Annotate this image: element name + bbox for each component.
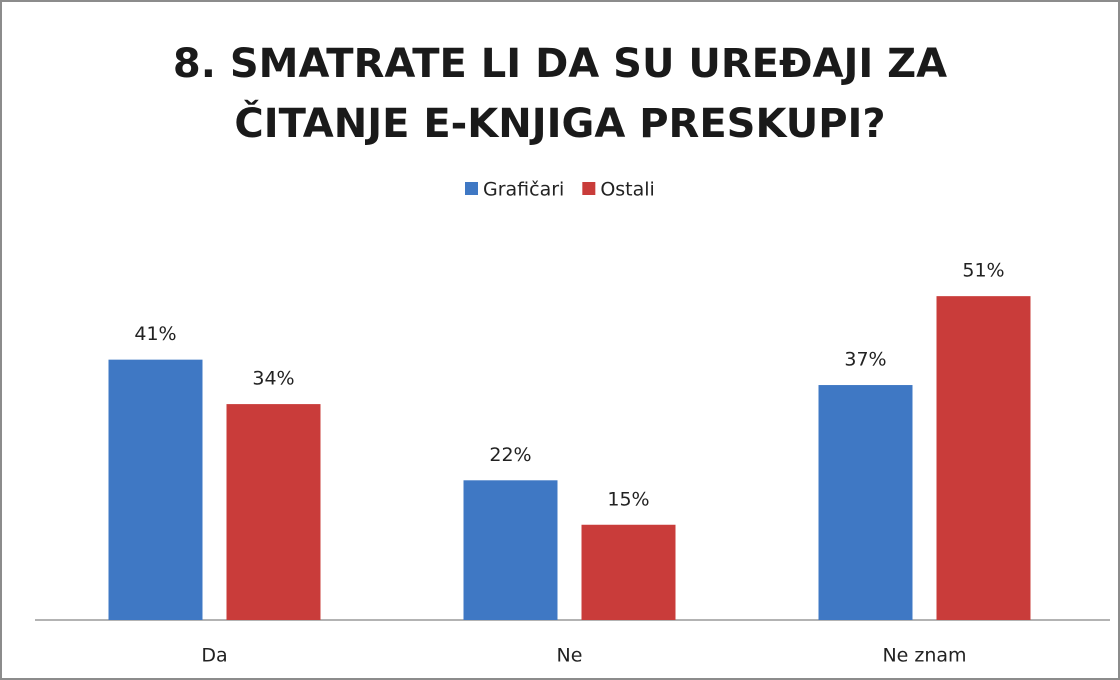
bar — [108, 359, 203, 620]
x-tick-label: Ne znam — [882, 645, 966, 667]
x-tick-label: Da — [201, 645, 227, 667]
legend-label: Ostali — [600, 179, 655, 201]
legend-swatch — [582, 182, 596, 195]
data-label: 37% — [844, 349, 886, 371]
chart-title: 8. SMATRATE LI DA SU UREĐAJI ZA ČITANJE … — [172, 41, 948, 147]
bar — [226, 404, 321, 620]
data-label: 34% — [252, 368, 294, 390]
bar — [936, 296, 1031, 620]
legend-label: Grafičari — [483, 179, 564, 201]
bar — [818, 385, 913, 620]
bar — [463, 480, 558, 620]
data-label: 15% — [607, 488, 649, 510]
x-tick-label: Ne — [557, 645, 583, 667]
bar — [581, 524, 676, 620]
data-label: 51% — [962, 260, 1004, 282]
data-label: 41% — [134, 323, 176, 345]
data-label: 22% — [489, 444, 531, 466]
legend-swatch — [465, 182, 478, 195]
